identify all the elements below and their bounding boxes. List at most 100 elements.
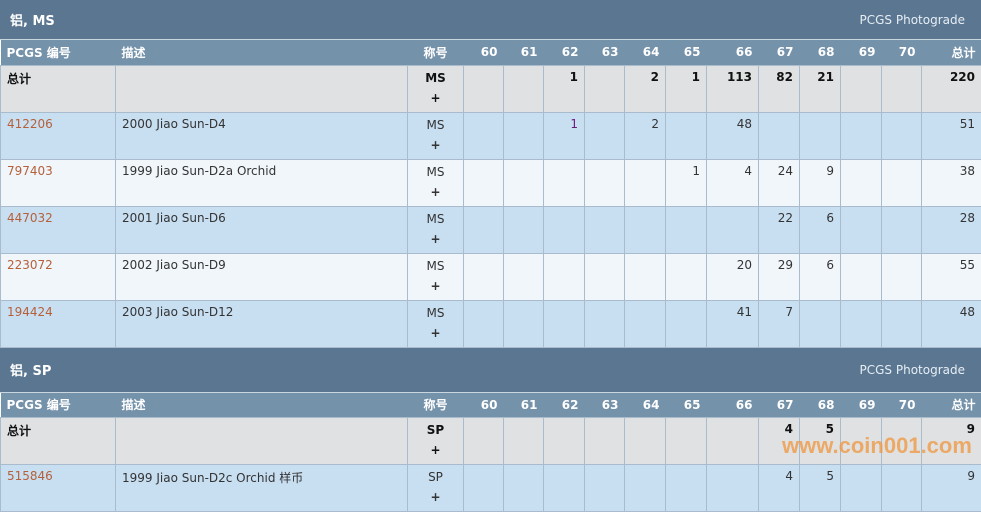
id-cell: 223072 — [1, 253, 116, 300]
column-header[interactable]: 62 — [544, 393, 585, 418]
column-header[interactable]: 63 — [585, 393, 625, 418]
designation: MS — [414, 209, 457, 229]
grade-count-cell — [504, 112, 544, 159]
grade-count-cell[interactable]: 9 — [800, 159, 841, 206]
grade-count-cell[interactable]: 48 — [707, 112, 759, 159]
grade-count-cell — [585, 253, 625, 300]
designation: MS — [414, 68, 457, 88]
grade-count-cell[interactable]: 20 — [707, 253, 759, 300]
column-header[interactable]: 70 — [882, 393, 922, 418]
grade-count-cell[interactable]: 4 — [707, 159, 759, 206]
grade-count-cell — [585, 465, 625, 512]
grade-count-cell — [504, 159, 544, 206]
column-header[interactable]: 描述 — [116, 393, 408, 418]
grade-count-cell — [464, 112, 504, 159]
photograde-link[interactable]: PCGS Photograde — [860, 363, 965, 377]
grade-count-cell[interactable]: 5 — [800, 418, 841, 465]
total-label: 总计 — [7, 72, 31, 86]
column-header[interactable]: 描述 — [116, 40, 408, 65]
description-cell: 2002 Jiao Sun-D9 — [116, 253, 408, 300]
column-header[interactable]: 61 — [504, 393, 544, 418]
grade-count-cell — [882, 418, 922, 465]
column-header[interactable]: 66 — [707, 393, 759, 418]
column-header[interactable]: 称号 — [408, 393, 464, 418]
description-cell: 1999 Jiao Sun-D2a Orchid — [116, 159, 408, 206]
grade-count-cell — [544, 206, 585, 253]
column-header[interactable]: 称号 — [408, 40, 464, 65]
grade-count-cell[interactable]: 2 — [625, 65, 666, 112]
grade-count-cell[interactable]: 1 — [666, 65, 707, 112]
grade-count-cell[interactable]: 6 — [800, 206, 841, 253]
designation: SP — [414, 420, 457, 440]
grade-count-cell[interactable]: 82 — [759, 65, 800, 112]
grade-count-cell[interactable]: 4 — [759, 465, 800, 512]
total-count-cell: 28 — [922, 206, 981, 253]
total-count-cell: 9 — [922, 465, 981, 512]
description-cell: 1999 Jiao Sun-D2c Orchid 样币 — [116, 465, 408, 512]
column-header[interactable]: 64 — [625, 393, 666, 418]
column-header[interactable]: 60 — [464, 393, 504, 418]
column-header[interactable]: 67 — [759, 40, 800, 65]
column-header[interactable]: 70 — [882, 40, 922, 65]
plus-grade: + — [414, 88, 457, 108]
grade-count-cell[interactable]: 29 — [759, 253, 800, 300]
grade-count-cell[interactable]: 1 — [544, 65, 585, 112]
description: 1999 Jiao Sun-D2a Orchid — [122, 164, 276, 178]
description-cell: 2000 Jiao Sun-D4 — [116, 112, 408, 159]
description: 2003 Jiao Sun-D12 — [122, 305, 233, 319]
column-header[interactable]: 61 — [504, 40, 544, 65]
designation-cell: MS+ — [408, 159, 464, 206]
column-header[interactable]: 65 — [666, 393, 707, 418]
plus-grade: + — [414, 487, 457, 507]
grade-count-cell[interactable]: 7 — [759, 300, 800, 347]
column-header[interactable]: 68 — [800, 40, 841, 65]
grade-count-cell[interactable]: 1 — [544, 112, 585, 159]
column-header[interactable]: PCGS 编号 — [1, 393, 116, 418]
grade-count-cell — [625, 465, 666, 512]
column-header[interactable]: 60 — [464, 40, 504, 65]
column-header[interactable]: 总计 — [922, 40, 981, 65]
grade-count-cell[interactable]: 41 — [707, 300, 759, 347]
column-header[interactable]: 69 — [841, 40, 882, 65]
column-header[interactable]: 67 — [759, 393, 800, 418]
pcgs-number-link[interactable]: 412206 — [7, 117, 53, 131]
pcgs-number-link[interactable]: 797403 — [7, 164, 53, 178]
grade-count-cell — [464, 206, 504, 253]
grade-count-cell — [464, 465, 504, 512]
grade-count-cell — [707, 465, 759, 512]
grade-count-cell[interactable]: 5 — [800, 465, 841, 512]
column-header[interactable]: 65 — [666, 40, 707, 65]
column-header[interactable]: 64 — [625, 40, 666, 65]
pcgs-number-link[interactable]: 515846 — [7, 469, 53, 483]
pcgs-number-link[interactable]: 447032 — [7, 211, 53, 225]
column-header[interactable]: 68 — [800, 393, 841, 418]
description-cell — [116, 418, 408, 465]
grade-count-cell[interactable]: 2 — [625, 112, 666, 159]
grade-count-cell — [666, 465, 707, 512]
grade-count-cell[interactable]: 4 — [759, 418, 800, 465]
designation-cell: MS+ — [408, 253, 464, 300]
grade-count-cell — [504, 300, 544, 347]
grade-count-cell — [625, 253, 666, 300]
column-header[interactable]: 66 — [707, 40, 759, 65]
grade-count-cell[interactable]: 1 — [666, 159, 707, 206]
column-header[interactable]: 62 — [544, 40, 585, 65]
column-header[interactable]: PCGS 编号 — [1, 40, 116, 65]
grade-count-cell[interactable]: 6 — [800, 253, 841, 300]
grade-count-cell[interactable]: 113 — [707, 65, 759, 112]
photograde-link[interactable]: PCGS Photograde — [860, 13, 965, 27]
pcgs-number-link[interactable]: 223072 — [7, 258, 53, 272]
grade-count-cell — [666, 418, 707, 465]
description-cell — [116, 65, 408, 112]
grade-count-cell — [707, 206, 759, 253]
column-header[interactable]: 63 — [585, 40, 625, 65]
description: 2001 Jiao Sun-D6 — [122, 211, 226, 225]
column-header[interactable]: 69 — [841, 393, 882, 418]
grade-count-cell[interactable]: 22 — [759, 206, 800, 253]
pcgs-number-link[interactable]: 194424 — [7, 305, 53, 319]
column-header[interactable]: 总计 — [922, 393, 981, 418]
grade-count-cell[interactable]: 21 — [800, 65, 841, 112]
grade-count-cell[interactable]: 24 — [759, 159, 800, 206]
total-count-cell: 220 — [922, 65, 981, 112]
